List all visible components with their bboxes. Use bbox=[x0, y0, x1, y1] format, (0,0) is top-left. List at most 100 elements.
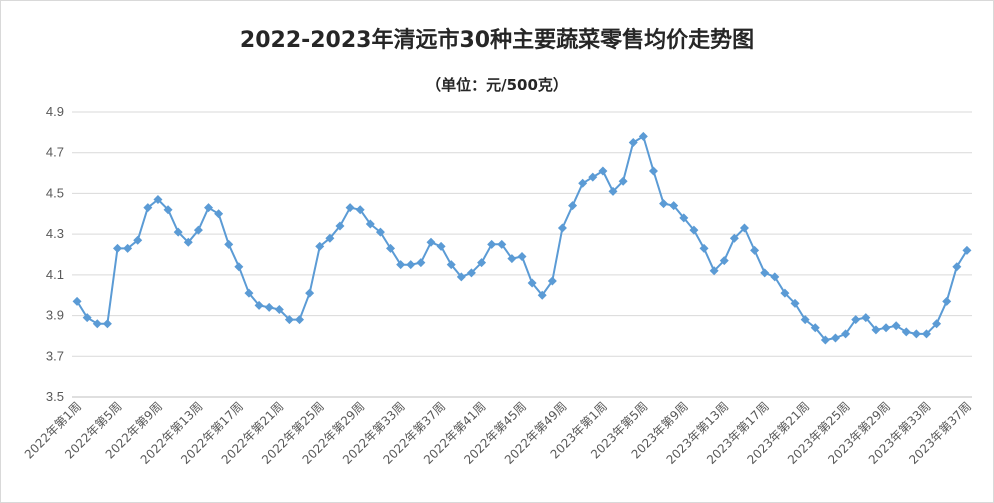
data-point bbox=[143, 203, 153, 213]
data-point bbox=[618, 176, 628, 186]
data-point bbox=[557, 223, 567, 233]
data-point bbox=[487, 239, 497, 249]
data-point bbox=[871, 325, 881, 335]
y-tick-label: 4.3 bbox=[46, 226, 64, 241]
data-point bbox=[952, 262, 962, 272]
data-point bbox=[750, 245, 760, 255]
data-point bbox=[446, 260, 456, 270]
data-point bbox=[608, 186, 618, 196]
data-point bbox=[133, 235, 143, 245]
data-point bbox=[426, 237, 436, 247]
y-tick-label: 4.5 bbox=[46, 185, 64, 200]
chart-subtitle: （单位：元/500克） bbox=[426, 76, 568, 94]
data-point bbox=[214, 209, 224, 219]
data-point bbox=[173, 227, 183, 237]
data-point bbox=[628, 138, 638, 148]
data-point bbox=[72, 296, 82, 306]
data-point bbox=[699, 243, 709, 253]
data-point bbox=[911, 329, 921, 339]
data-point bbox=[921, 329, 931, 339]
data-point bbox=[547, 276, 557, 286]
data-point bbox=[517, 252, 527, 262]
data-point bbox=[436, 241, 446, 251]
data-point bbox=[770, 272, 780, 282]
data-point bbox=[113, 243, 123, 253]
chart-title: 2022-2023年清远市30种主要蔬菜零售均价走势图 bbox=[239, 28, 755, 53]
data-point bbox=[365, 219, 375, 229]
data-point bbox=[477, 258, 487, 268]
data-point bbox=[638, 131, 648, 141]
y-tick-label: 4.7 bbox=[46, 145, 64, 160]
data-point bbox=[901, 327, 911, 337]
data-point bbox=[891, 321, 901, 331]
data-point bbox=[406, 260, 416, 270]
data-point bbox=[224, 239, 234, 249]
data-point bbox=[800, 315, 810, 325]
data-point bbox=[264, 302, 274, 312]
y-tick-label: 3.5 bbox=[46, 389, 64, 404]
data-point bbox=[123, 243, 133, 253]
data-point bbox=[830, 333, 840, 343]
data-point bbox=[102, 319, 112, 329]
data-point bbox=[153, 195, 163, 205]
data-point bbox=[284, 315, 294, 325]
data-point bbox=[790, 298, 800, 308]
data-point bbox=[669, 201, 679, 211]
data-point bbox=[92, 319, 102, 329]
data-point bbox=[709, 266, 719, 276]
data-point bbox=[466, 268, 476, 278]
data-point bbox=[861, 313, 871, 323]
data-point bbox=[163, 205, 173, 215]
data-point bbox=[881, 323, 891, 333]
data-point bbox=[345, 203, 355, 213]
data-point bbox=[932, 319, 942, 329]
data-point bbox=[183, 237, 193, 247]
data-point bbox=[315, 241, 325, 251]
data-point bbox=[204, 203, 214, 213]
data-point bbox=[568, 201, 578, 211]
data-point bbox=[355, 205, 365, 215]
data-point bbox=[295, 315, 305, 325]
data-point bbox=[416, 258, 426, 268]
data-point bbox=[507, 254, 517, 264]
data-point bbox=[820, 335, 830, 345]
data-point bbox=[578, 178, 588, 188]
data-point bbox=[527, 278, 537, 288]
data-point bbox=[375, 227, 385, 237]
data-point bbox=[689, 225, 699, 235]
y-tick-label: 3.9 bbox=[46, 308, 64, 323]
data-point bbox=[598, 166, 608, 176]
data-point bbox=[305, 288, 315, 298]
data-point bbox=[497, 239, 507, 249]
data-point bbox=[810, 323, 820, 333]
data-point bbox=[729, 233, 739, 243]
data-point bbox=[780, 288, 790, 298]
data-point bbox=[659, 199, 669, 209]
data-point bbox=[537, 290, 547, 300]
data-point bbox=[193, 225, 203, 235]
data-point bbox=[760, 268, 770, 278]
data-point bbox=[82, 313, 92, 323]
data-point bbox=[841, 329, 851, 339]
data-point bbox=[942, 296, 952, 306]
y-tick-label: 4.9 bbox=[46, 104, 64, 119]
data-point bbox=[851, 315, 861, 325]
y-tick-label: 4.1 bbox=[46, 267, 64, 282]
data-point bbox=[739, 223, 749, 233]
data-point bbox=[234, 262, 244, 272]
data-point bbox=[254, 300, 264, 310]
data-point bbox=[679, 213, 689, 223]
data-point bbox=[719, 256, 729, 266]
data-point bbox=[244, 288, 254, 298]
data-point bbox=[456, 272, 466, 282]
data-point bbox=[588, 172, 598, 182]
data-point bbox=[962, 245, 972, 255]
data-point bbox=[386, 243, 396, 253]
data-point bbox=[396, 260, 406, 270]
data-point bbox=[274, 304, 284, 314]
series-line bbox=[76, 135, 968, 341]
y-tick-label: 3.7 bbox=[46, 348, 64, 363]
data-point bbox=[335, 221, 345, 231]
data-point bbox=[648, 166, 658, 176]
